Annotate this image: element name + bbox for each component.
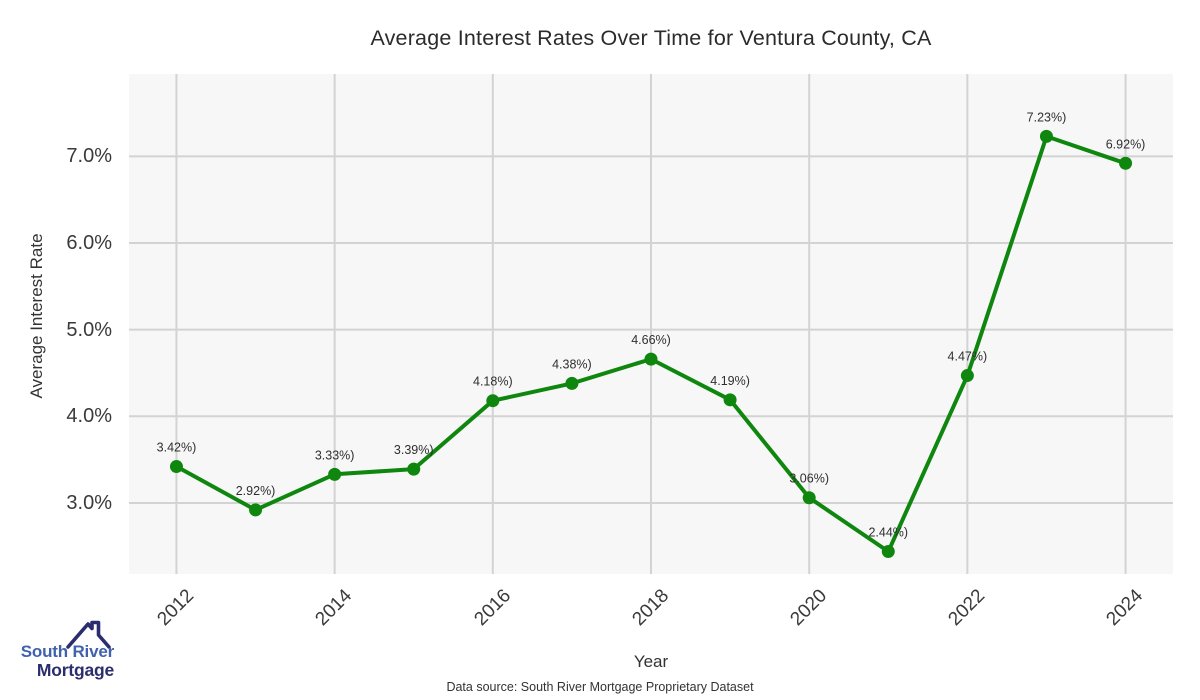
data-point-label: 4.38%) [552, 357, 592, 371]
data-point [960, 369, 974, 383]
data-point-label: 7.23%) [1027, 110, 1067, 124]
line-chart: 3.42%) 2.92%) 3.33%) 3.39%) 4.18%) 4.38%) 4.66… [129, 74, 1173, 574]
data-point [881, 544, 895, 558]
y-tick-label: 7.0% [66, 145, 112, 168]
data-point [644, 352, 658, 366]
south-river-mortgage-logo: South River Mortgage [14, 606, 114, 692]
data-point [328, 467, 342, 481]
x-tick: 2024 [1068, 585, 1184, 630]
y-tick-label: 3.0% [66, 491, 112, 514]
data-point-label: 4.18%) [473, 375, 513, 389]
plot-area: 3.42%) 2.92%) 3.33%) 3.39%) 4.18%) 4.38%) 4.66… [129, 74, 1173, 574]
x-tick-label: 2022 [944, 585, 990, 631]
logo-text-line2: Mortgage [36, 660, 114, 680]
y-axis-title: Average Interest Rate [27, 233, 46, 399]
house-roof-icon [66, 620, 111, 649]
data-point [1119, 156, 1133, 170]
data-point [565, 376, 579, 390]
x-tick-label: 2014 [311, 585, 357, 631]
x-axis-title: Year [633, 652, 669, 671]
data-point [802, 491, 816, 505]
x-tick-label: 2012 [153, 585, 199, 631]
data-point-label: 2.44%) [868, 525, 908, 539]
data-point [169, 460, 183, 474]
x-tick: 2012 [118, 585, 234, 630]
x-tick: 2018 [593, 585, 709, 630]
x-tick: 2020 [751, 585, 867, 630]
data-point [723, 393, 737, 407]
data-point-label: 3.33%) [315, 448, 355, 462]
chart-title: Average Interest Rates Over Time for Ven… [370, 26, 932, 50]
data-point [249, 503, 263, 517]
x-tick: 2014 [277, 585, 393, 630]
data-point-label: 3.42%) [157, 441, 197, 455]
data-point-label: 3.39%) [394, 443, 434, 457]
x-tick-label: 2018 [628, 585, 674, 631]
x-tick-label: 2020 [786, 585, 832, 631]
data-point-label: 3.06%) [789, 472, 829, 486]
logo-text-line1: South River [20, 642, 114, 661]
x-tick: 2022 [909, 585, 1025, 630]
y-tick-label: 6.0% [66, 231, 112, 254]
data-point-label: 2.92%) [236, 484, 276, 498]
data-point [407, 462, 421, 476]
y-tick-label: 4.0% [66, 405, 112, 428]
x-tick: 2016 [435, 585, 551, 630]
data-point [486, 394, 500, 408]
data-point-label: 4.47%) [948, 350, 988, 364]
y-tick-label: 5.0% [66, 318, 112, 341]
data-source-note: Data source: South River Mortgage Propri… [446, 680, 754, 694]
data-point-label: 4.19%) [710, 374, 750, 388]
x-tick-label: 2024 [1102, 585, 1148, 631]
data-point [1039, 129, 1053, 143]
data-point-label: 6.92%) [1106, 137, 1146, 151]
x-tick-label: 2016 [470, 585, 515, 631]
data-point-label: 4.66%) [631, 333, 671, 347]
